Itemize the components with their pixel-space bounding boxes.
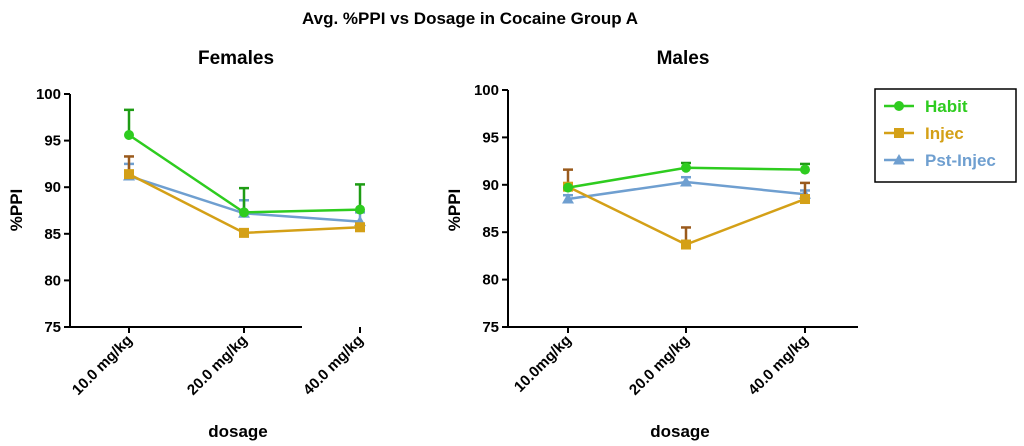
males-y-tick-label: 95: [482, 129, 499, 146]
males-x-tick-label: 20.0 mg/kg: [626, 332, 693, 399]
males-x-tick-label: 40.0 mg/kg: [745, 332, 812, 399]
males-x-tick-label: 10.0mg/kg: [511, 332, 575, 396]
males-series-pst-injec: [562, 175, 811, 204]
males-series-habit: [563, 161, 810, 193]
females-y-tick-label: 75: [44, 319, 61, 336]
females-y-tick-label: 90: [44, 179, 61, 196]
males-habit-point: [681, 162, 691, 173]
females-injec-point: [355, 222, 365, 233]
males-pst-injec-point: [680, 175, 692, 187]
females-panel: Females 75 80 85 90 95 100 10.0 mg/kg 20.0 mg/kg…: [7, 48, 367, 441]
males-y-tick-label: 90: [482, 177, 499, 194]
females-injec-point: [124, 169, 134, 180]
females-y-tick-label: 80: [44, 272, 61, 289]
males-y-tick-label: 75: [482, 319, 499, 336]
females-y-axis-label: %PPI: [7, 189, 26, 232]
legend-marker: [893, 154, 905, 165]
legend-marker: [894, 128, 904, 138]
females-injec-point: [239, 227, 249, 238]
males-panel-title: Males: [657, 48, 710, 69]
legend-item-injec: Injec: [884, 124, 964, 143]
females-x-tick-label: 20.0 mg/kg: [184, 332, 251, 399]
males-y-axis-label: %PPI: [445, 189, 464, 232]
males-habit-point: [563, 182, 573, 193]
legend-label: Injec: [925, 124, 964, 143]
males-y-tick-label: 80: [482, 272, 499, 289]
females-habit-point: [124, 130, 134, 141]
males-pst-injec-point: [562, 193, 574, 204]
females-y-tick-label: 95: [44, 133, 61, 150]
legend: Habit Injec Pst-Injec: [874, 88, 1017, 183]
females-y-tick-label: 100: [36, 86, 61, 103]
females-y-tick-label: 85: [44, 226, 61, 243]
males-panel: Males 75 80 85 90 95 100 10.0mg/kg 20.0 mg/kg 40.…: [445, 48, 858, 441]
females-series-injec: [124, 155, 365, 238]
females-habit-point: [355, 204, 365, 215]
legend-marker: [894, 101, 904, 111]
males-habit-point: [800, 164, 810, 175]
males-injec-point: [800, 194, 810, 205]
figure-title: Avg. %PPI vs Dosage in Cocaine Group A: [302, 9, 638, 28]
females-x-axis-label: dosage: [208, 422, 268, 441]
males-y-tick-label: 100: [474, 82, 499, 99]
males-x-axis-label: dosage: [650, 422, 710, 441]
legend-item-pst-injec: Pst-Injec: [884, 151, 996, 170]
legend-label: Habit: [925, 97, 968, 116]
females-habit-point: [239, 207, 249, 218]
males-injec-point: [681, 239, 691, 250]
females-x-tick-label: 40.0 mg/kg: [300, 332, 367, 399]
females-panel-title: Females: [198, 48, 274, 69]
legend-label: Pst-Injec: [925, 151, 996, 170]
females-series-habit: [124, 108, 365, 218]
males-y-tick-label: 85: [482, 224, 499, 241]
females-x-tick-label: 10.0 mg/kg: [69, 332, 136, 399]
legend-item-habit: Habit: [884, 97, 968, 116]
